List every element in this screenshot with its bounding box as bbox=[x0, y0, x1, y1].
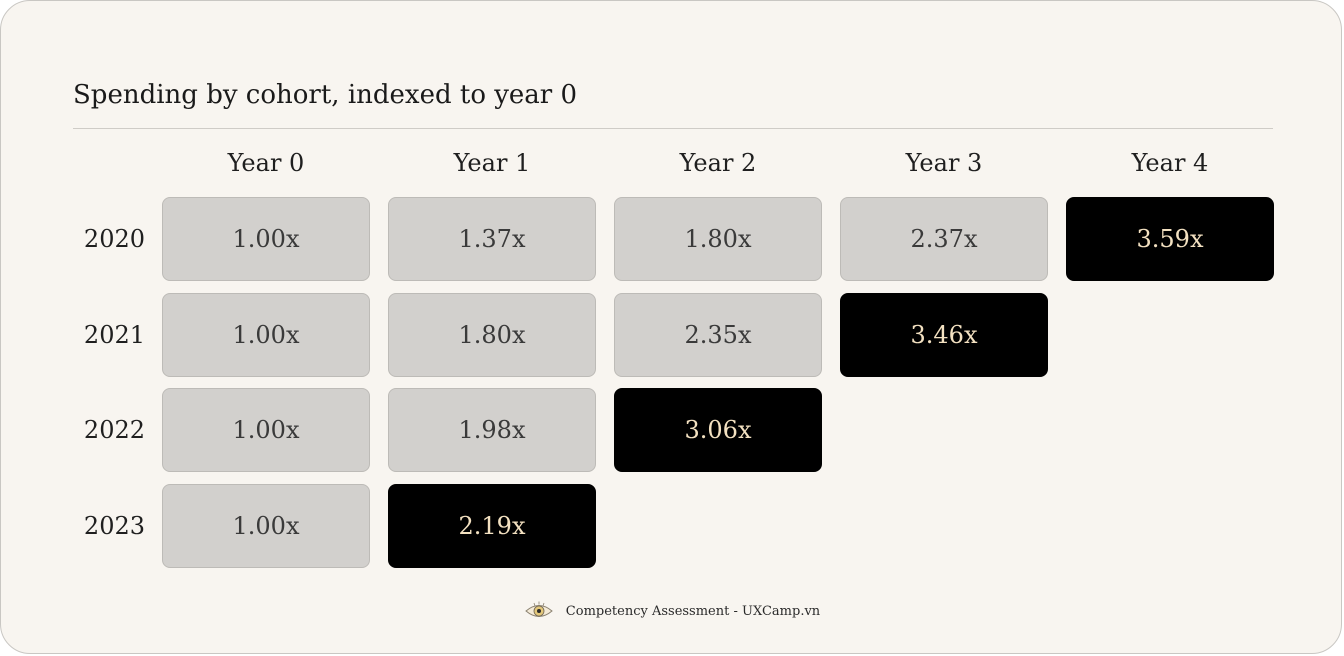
footer-text: Competency Assessment - UXCamp.vn bbox=[565, 603, 821, 619]
data-cell: 1.37x bbox=[388, 197, 596, 281]
chart-title: Spending by cohort, indexed to year 0 bbox=[73, 80, 578, 110]
data-cell: 1.00x bbox=[162, 388, 370, 472]
column-header: Year 0 bbox=[227, 149, 305, 177]
data-cell: 1.00x bbox=[162, 292, 370, 377]
row-label: 2021 bbox=[83, 320, 145, 349]
highlight-cell: 2.19x bbox=[388, 483, 596, 568]
column-header: Year 3 bbox=[905, 149, 983, 177]
eye-icon bbox=[524, 601, 554, 621]
data-cell: 1.98x bbox=[388, 388, 596, 472]
data-cell: 1.00x bbox=[162, 483, 370, 568]
highlight-cell: 3.06x bbox=[614, 388, 822, 472]
row-label: 2023 bbox=[83, 511, 145, 540]
footer: Competency Assessment - UXCamp.vn bbox=[1, 599, 1343, 623]
data-cell: 1.80x bbox=[388, 292, 596, 377]
column-header: Year 1 bbox=[453, 149, 531, 177]
row-label: 2022 bbox=[83, 416, 145, 444]
data-cell: 1.80x bbox=[614, 197, 822, 281]
data-cell: 1.00x bbox=[162, 197, 370, 281]
highlight-cell: 3.46x bbox=[840, 292, 1048, 377]
title-divider bbox=[73, 128, 1273, 129]
data-cell: 2.37x bbox=[840, 197, 1048, 281]
column-header: Year 2 bbox=[679, 149, 757, 177]
column-header: Year 4 bbox=[1131, 149, 1209, 177]
highlight-cell: 3.59x bbox=[1066, 197, 1274, 281]
data-cell: 2.35x bbox=[614, 292, 822, 377]
row-label: 2020 bbox=[83, 225, 145, 253]
